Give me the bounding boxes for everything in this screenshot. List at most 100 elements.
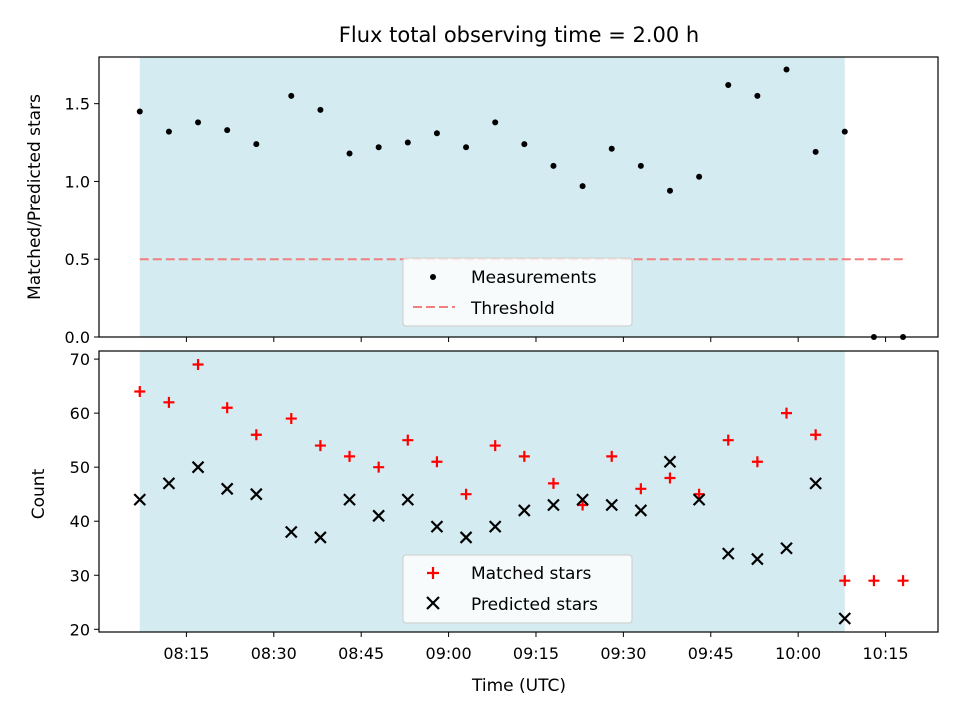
predicted-star-point: [459, 531, 473, 544]
measurement-point: [783, 66, 790, 73]
top-legend: Measurements Threshold: [402, 257, 633, 327]
matched-star-point: [547, 477, 559, 489]
legend-measurements-label: Measurements: [471, 268, 597, 288]
measurement-point: [433, 130, 440, 137]
measurement-point: [812, 148, 819, 155]
predicted-star-point: [372, 509, 385, 523]
measurement-point: [346, 150, 353, 157]
measurement-point: [608, 145, 615, 152]
matched-star-point: [606, 450, 618, 462]
matched-star-point: [810, 429, 822, 441]
measurement-point: [165, 128, 172, 135]
matched-star-point: [314, 440, 326, 452]
legend-matched-marker: [427, 567, 439, 579]
matched-star-point: [250, 429, 262, 441]
legend-matched-label: Matched stars: [471, 564, 591, 584]
x-tick-label: 09:00: [426, 644, 472, 663]
x-tick-label: 09:30: [600, 644, 646, 663]
predicted-star-point: [838, 612, 852, 625]
matched-star-point: [192, 359, 204, 371]
matched-star-point: [722, 434, 734, 446]
legend-measurements-marker: [430, 274, 436, 280]
measurement-point: [224, 127, 231, 134]
bottom-y-tick-label: 40: [70, 512, 90, 531]
matched-star-point: [868, 575, 880, 587]
predicted-star-point: [191, 460, 205, 474]
top-legend-box: [402, 257, 633, 327]
matched-star-point: [489, 440, 501, 452]
x-axis: 08:15 08:30 08:45 09:00 09:15 09:30 09:45 10:00…: [163, 632, 909, 663]
predicted-star-point: [721, 547, 735, 560]
predicted-star-point: [547, 498, 560, 512]
measurement-point: [666, 187, 673, 194]
predicted-star-point: [634, 504, 648, 517]
matched-star-point: [897, 575, 909, 587]
matched-star-point: [344, 450, 356, 462]
x-tick-label: 10:15: [863, 644, 909, 663]
x-tick-label: 08:30: [251, 644, 297, 663]
measurement-point: [404, 139, 411, 146]
predicted-star-point: [663, 455, 677, 469]
matched-star-point: [839, 575, 851, 587]
bottom-y-tick-label: 60: [70, 404, 90, 423]
predicted-star-point: [692, 493, 706, 506]
measurement-point: [696, 173, 703, 180]
bottom-plot-frame: [98, 350, 939, 633]
predicted-star-point: [576, 493, 589, 506]
measurement-point: [253, 141, 260, 148]
predicted-star-point: [488, 520, 502, 533]
chart-title: Flux total observing time = 2.00 h: [339, 23, 699, 47]
measurement-point: [725, 82, 732, 88]
x-tick-label: 08:15: [163, 644, 209, 663]
measurement-point: [521, 141, 528, 148]
matched-star-point: [518, 450, 530, 462]
top-plot-frame: [98, 56, 939, 338]
measurement-point: [317, 106, 324, 113]
legend-predicted-marker: [426, 596, 440, 610]
predicted-star-point: [430, 520, 444, 533]
matched-star-point: [163, 396, 175, 408]
matched-star-point: [134, 386, 146, 398]
x-tick-label: 09:15: [513, 644, 559, 663]
top-y-tick-label: 0.0: [65, 328, 90, 347]
matched-star-point: [693, 488, 705, 500]
predicted-star-point: [605, 498, 618, 512]
measurement-point: [195, 119, 202, 126]
legend-threshold-label: Threshold: [470, 299, 555, 319]
x-axis-label: Time (UTC): [471, 676, 566, 696]
predicted-star-point: [751, 552, 764, 566]
predicted-star-point: [518, 504, 531, 517]
measurement-point: [579, 183, 586, 190]
bottom-y-tick-label: 70: [70, 350, 90, 369]
x-tick-label: 08:45: [338, 644, 384, 663]
bottom-legend-box: [402, 554, 633, 624]
predicted-star-point: [809, 477, 822, 490]
measurement-point: [375, 144, 382, 151]
bottom-y-tick-label: 50: [70, 458, 90, 477]
x-tick-label: 09:45: [688, 644, 734, 663]
matched-star-point: [221, 402, 233, 414]
measurement-point: [550, 162, 557, 169]
measurement-point: [841, 128, 848, 135]
measurement-point: [637, 162, 644, 169]
matched-star-point: [285, 413, 297, 425]
measurement-point: [492, 119, 499, 126]
predicted-star-point: [162, 477, 176, 490]
predicted-star-point: [343, 493, 356, 506]
matched-star-point: [781, 407, 793, 419]
legend-predicted-label: Predicted stars: [471, 595, 598, 615]
matched-star-point: [460, 488, 472, 500]
predicted-star-point: [401, 493, 415, 506]
matched-star-point: [431, 456, 443, 468]
top-y-tick-label: 1.5: [65, 95, 90, 114]
matched-star-point: [402, 434, 414, 446]
predicted-star-point: [780, 541, 793, 555]
predicted-star-point: [220, 482, 234, 496]
matched-star-point: [635, 483, 647, 495]
bottom-y-tick-label: 30: [70, 566, 90, 585]
measurement-point: [136, 108, 143, 115]
matched-star-point: [664, 472, 676, 484]
predicted-star-point: [133, 493, 147, 506]
top-y-tick-label: 0.5: [65, 250, 90, 269]
